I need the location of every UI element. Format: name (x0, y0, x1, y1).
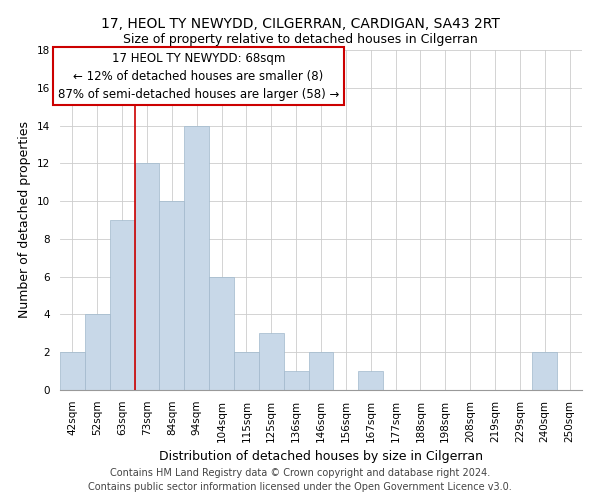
Bar (184, 126, 209, 390)
Bar (308, 352, 334, 390)
Bar (284, 371, 308, 390)
X-axis label: Distribution of detached houses by size in Cilgerran: Distribution of detached houses by size … (159, 450, 483, 463)
Bar (259, 334, 284, 390)
Bar (358, 371, 383, 390)
Bar (110, 220, 134, 390)
Bar (134, 164, 160, 390)
Text: Size of property relative to detached houses in Cilgerran: Size of property relative to detached ho… (122, 32, 478, 46)
Bar (209, 276, 234, 390)
Text: 17 HEOL TY NEWYDD: 68sqm
← 12% of detached houses are smaller (8)
87% of semi-de: 17 HEOL TY NEWYDD: 68sqm ← 12% of detach… (58, 52, 339, 100)
Bar (85, 314, 110, 390)
Bar (160, 201, 184, 390)
Y-axis label: Number of detached properties: Number of detached properties (19, 122, 31, 318)
Text: 17, HEOL TY NEWYDD, CILGERRAN, CARDIGAN, SA43 2RT: 17, HEOL TY NEWYDD, CILGERRAN, CARDIGAN,… (101, 18, 499, 32)
Bar (60, 352, 85, 390)
Text: Contains HM Land Registry data © Crown copyright and database right 2024.
Contai: Contains HM Land Registry data © Crown c… (88, 468, 512, 492)
Bar (234, 352, 259, 390)
Bar (532, 352, 557, 390)
